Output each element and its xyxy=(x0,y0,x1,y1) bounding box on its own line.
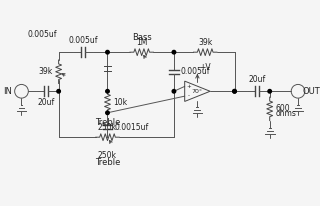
Text: Bass: Bass xyxy=(132,33,152,42)
Text: 39k: 39k xyxy=(38,67,53,76)
Text: ohms: ohms xyxy=(276,109,296,118)
Text: 70°: 70° xyxy=(192,89,203,94)
Text: 0.005uf: 0.005uf xyxy=(181,67,210,76)
Circle shape xyxy=(106,111,109,115)
Circle shape xyxy=(106,90,109,93)
Text: 1M: 1M xyxy=(136,38,148,47)
Text: +V: +V xyxy=(199,63,211,72)
Text: Treble: Treble xyxy=(95,118,120,128)
Text: +: + xyxy=(186,84,191,89)
Circle shape xyxy=(57,90,60,93)
Text: 39k: 39k xyxy=(198,38,212,47)
Text: 20uf: 20uf xyxy=(37,98,54,107)
Circle shape xyxy=(233,90,236,93)
Text: OUT: OUT xyxy=(303,87,320,96)
Circle shape xyxy=(268,90,271,93)
Text: 250k: 250k xyxy=(98,123,117,132)
Text: 0.0015uf: 0.0015uf xyxy=(114,123,148,132)
Circle shape xyxy=(172,50,176,54)
Circle shape xyxy=(106,50,109,54)
Text: 250k: 250k xyxy=(98,151,117,160)
Text: -: - xyxy=(188,94,189,99)
Circle shape xyxy=(233,90,236,93)
Text: 600: 600 xyxy=(276,104,290,113)
Text: 10k: 10k xyxy=(113,97,127,107)
Text: IN: IN xyxy=(4,87,12,96)
Text: 0.005uf: 0.005uf xyxy=(68,36,98,45)
Text: 0.005uf: 0.005uf xyxy=(27,30,57,39)
Circle shape xyxy=(172,90,176,93)
Text: Treble: Treble xyxy=(95,158,120,167)
Text: 20uf: 20uf xyxy=(248,75,266,84)
